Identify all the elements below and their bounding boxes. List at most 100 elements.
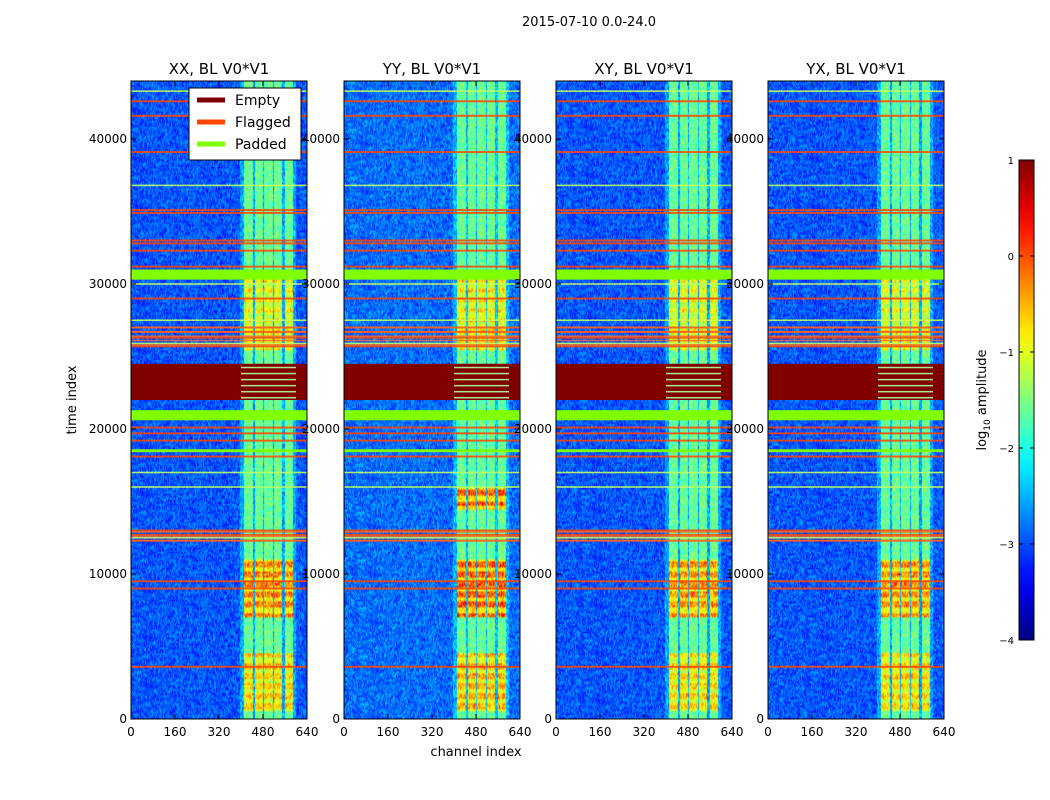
flagged-band-line (131, 335, 307, 337)
flagged-line (556, 529, 732, 532)
flagged-line (131, 665, 307, 668)
flagged-line (556, 426, 732, 429)
flagged-band-line (556, 539, 732, 542)
flagged-line (768, 580, 944, 583)
padded-line (131, 471, 307, 474)
padded-line (131, 184, 307, 187)
flagged-band-line (556, 326, 732, 329)
panel-title: XX, BL V0*V1 (169, 60, 270, 78)
flagged-line (556, 297, 732, 300)
flagged-band-line (131, 326, 307, 329)
flagged-line (344, 336, 520, 339)
x-tick-label: 480 (252, 725, 275, 739)
flagged-line (131, 209, 307, 212)
empty-streak (666, 390, 721, 393)
y-tick-label: 40000 (514, 132, 552, 146)
y-tick-label: 20000 (514, 422, 552, 436)
y-tick-label: 30000 (89, 277, 127, 291)
panel-xy: XY, BL V0*V1 0 160 320 480 640 0 10000 20000 3000… (514, 60, 744, 739)
flagged-line (556, 439, 732, 442)
x-tick-label: 320 (208, 725, 231, 739)
flagged-line (131, 239, 307, 242)
flagged-line (556, 665, 732, 668)
y-tick-label: 0 (544, 712, 552, 726)
colorbar-tick-label: −4 (999, 636, 1014, 647)
padded-line (556, 486, 732, 488)
flagged-band-line (344, 326, 520, 329)
padded-line (768, 184, 944, 187)
flagged-line (768, 209, 944, 212)
flagged-line (768, 265, 944, 268)
padded-line (768, 90, 944, 92)
flagged-line (131, 426, 307, 429)
flagged-band-line (131, 339, 307, 342)
flagged-line (768, 665, 944, 668)
flagged-line (768, 345, 944, 348)
colorbar-tick-label: −2 (999, 444, 1014, 455)
empty-streak (454, 390, 509, 393)
flagged-line (131, 242, 307, 245)
flagged-line (556, 100, 732, 103)
empty-streak (878, 372, 933, 375)
flagged-band-line (344, 535, 520, 538)
colorbar-tick-label: 0 (1008, 252, 1014, 263)
y-tick-label: 30000 (302, 277, 340, 291)
flagged-line (768, 242, 944, 245)
flagged-line (556, 151, 732, 154)
empty-streak (878, 366, 933, 369)
flagged-line (556, 209, 732, 212)
figure-title: 2015-07-10 0.0-24.0 (522, 15, 656, 30)
flagged-band-line (344, 539, 520, 542)
padded-line (131, 536, 307, 539)
panel-title: XY, BL V0*V1 (594, 60, 694, 78)
padded-line (131, 319, 307, 322)
colorbar-tick-label: −3 (999, 540, 1014, 551)
flagged-line (768, 432, 944, 435)
x-tick-label: 160 (377, 725, 400, 739)
flagged-line (131, 265, 307, 268)
padded-mask (131, 410, 307, 421)
padded-line (344, 319, 520, 322)
colorbar: 1 0 −1 −2 −3 −4 (999, 156, 1035, 647)
flagged-band-line (768, 339, 944, 342)
x-tick-label: 480 (465, 725, 488, 739)
flagged-band-line (556, 331, 732, 333)
flagged-band-line (131, 331, 307, 333)
panel-title: YY, BL V0*V1 (382, 60, 481, 78)
flagged-line (768, 439, 944, 442)
panel-yx: YX, BL V0*V1 0 160 320 480 640 0 10000 20000 3000… (726, 60, 956, 739)
colorbar-label-base: log (975, 431, 990, 451)
flagged-line (344, 529, 520, 532)
padded-line (344, 90, 520, 92)
empty-streak (878, 384, 933, 387)
padded-mask (768, 449, 944, 453)
empty-streak (454, 384, 509, 387)
flagged-line (556, 336, 732, 339)
flagged-line (344, 345, 520, 348)
legend-label-padded: Padded (235, 137, 287, 153)
padded-mask (344, 269, 520, 280)
flagged-line (344, 100, 520, 103)
flagged-line (556, 345, 732, 348)
y-tick-label: 20000 (89, 422, 127, 436)
x-axis-label: channel index (430, 745, 521, 760)
flagged-line (344, 426, 520, 429)
flagged-line (344, 211, 520, 214)
padded-mask (768, 410, 944, 421)
padded-line (556, 319, 732, 322)
flagged-line (556, 455, 732, 458)
x-tick-label: 320 (633, 725, 656, 739)
padded-mask (131, 449, 307, 453)
empty-streak (666, 366, 721, 369)
empty-streak (241, 372, 296, 375)
empty-streak (454, 366, 509, 369)
legend-label-flagged: Flagged (235, 115, 291, 131)
flagged-band-line (768, 344, 944, 346)
empty-streak (241, 390, 296, 393)
padded-line (768, 536, 944, 539)
flagged-line (768, 211, 944, 214)
flagged-band-line (344, 339, 520, 342)
colorbar-label-sub: 10 (983, 419, 993, 431)
padded-line (768, 486, 944, 488)
